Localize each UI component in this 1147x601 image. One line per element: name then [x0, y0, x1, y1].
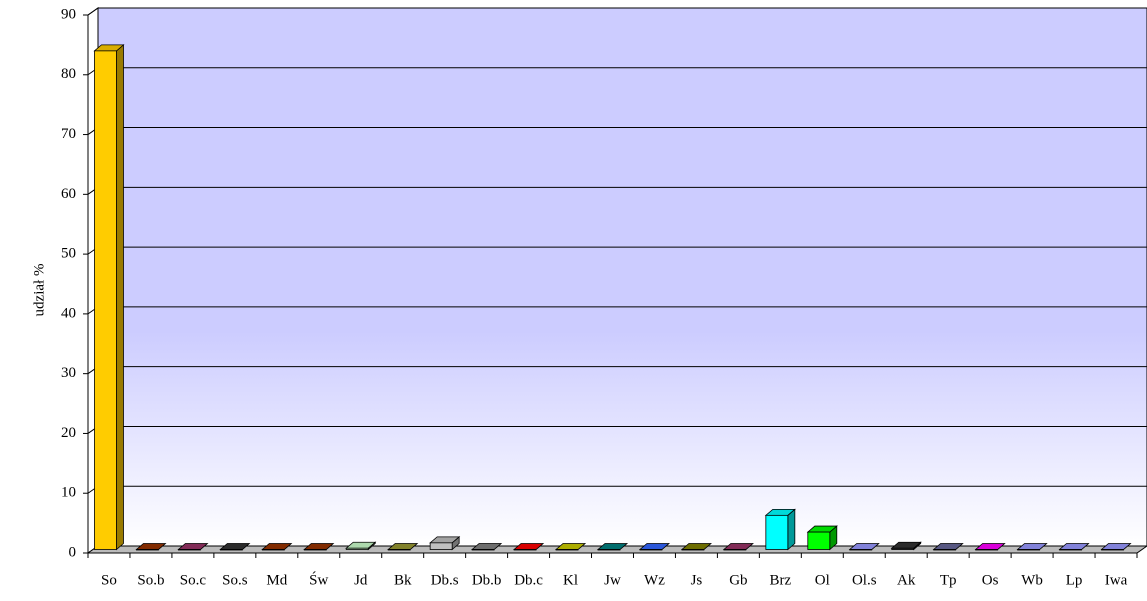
- bar: [681, 549, 705, 551]
- x-tick-label: Lp: [1066, 572, 1083, 588]
- x-tick-label: So.b: [137, 572, 164, 588]
- x-tick-label: So.s: [222, 572, 248, 588]
- y-tick-label: 90: [61, 6, 76, 22]
- y-tick-label: 10: [61, 485, 76, 501]
- bar: [177, 549, 201, 551]
- bar: [471, 549, 495, 551]
- bar: [261, 549, 285, 551]
- y-tick-label: 40: [61, 305, 76, 321]
- x-tick-label: Bk: [394, 572, 412, 588]
- bar: [933, 549, 957, 551]
- x-tick-label: So: [101, 572, 117, 588]
- x-tick-label: Św: [309, 571, 328, 588]
- y-tick-label: 60: [61, 186, 76, 202]
- x-tick-label: Ol.s: [852, 572, 877, 588]
- x-tick-label: Jd: [354, 572, 368, 588]
- bar: [849, 549, 873, 551]
- bar: [387, 549, 411, 551]
- bar: [765, 514, 789, 550]
- x-tick-label: Ak: [897, 572, 916, 588]
- bar: [1017, 549, 1040, 551]
- y-tick-label: 50: [61, 246, 76, 262]
- bar: [891, 547, 915, 550]
- bar: [597, 549, 621, 551]
- x-tick-label: Db.c: [514, 572, 543, 588]
- x-tick-label: Brz: [770, 572, 792, 588]
- bar: [219, 549, 243, 551]
- bar: [136, 549, 159, 551]
- x-tick-label: Kl: [563, 572, 578, 588]
- x-tick-label: Jw: [604, 572, 621, 588]
- x-tick-label: Wz: [644, 572, 665, 588]
- bar: [807, 531, 831, 550]
- x-tick-label: Db.s: [431, 572, 459, 588]
- back-wall: [97, 7, 1147, 547]
- y-tick-label: 30: [61, 365, 76, 381]
- bar: [303, 549, 327, 551]
- bar: [513, 549, 537, 551]
- y-tick-label: 20: [61, 425, 76, 441]
- bar-side: [787, 508, 796, 551]
- x-tick-label: Js: [691, 572, 703, 588]
- y-tick-label: 0: [69, 544, 77, 560]
- x-tick-label: Db.b: [472, 572, 502, 588]
- y-tick-label: 70: [61, 126, 76, 142]
- bar-side: [116, 43, 124, 551]
- bar: [975, 549, 999, 551]
- x-tick-label: Ol: [815, 572, 830, 588]
- bar: [94, 50, 117, 550]
- bar: [639, 549, 663, 551]
- bar: [345, 547, 369, 550]
- bar: [1101, 549, 1124, 551]
- bar: [1059, 549, 1082, 551]
- grid-line: [87, 7, 99, 16]
- bar: [555, 549, 579, 551]
- x-tick-label: Iwa: [1105, 572, 1128, 588]
- y-tick-label: 80: [61, 66, 76, 82]
- x-tick-label: So.c: [180, 572, 207, 588]
- bar: [723, 549, 747, 551]
- x-tick-label: Os: [982, 572, 999, 588]
- x-tick-label: Md: [266, 572, 287, 588]
- x-tick-label: Tp: [940, 572, 957, 588]
- x-tick-label: Gb: [729, 572, 747, 588]
- x-tick-label: Wb: [1021, 572, 1043, 588]
- bar: [429, 542, 453, 550]
- y-axis-label: udział %: [31, 264, 47, 317]
